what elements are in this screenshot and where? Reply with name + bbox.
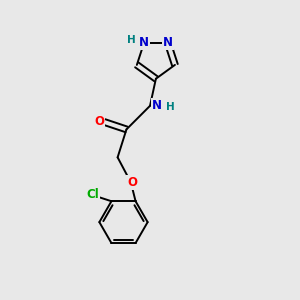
Text: N: N xyxy=(139,36,149,49)
Text: Cl: Cl xyxy=(86,188,99,201)
Text: O: O xyxy=(94,115,104,128)
Text: H: H xyxy=(166,102,175,112)
Text: O: O xyxy=(127,176,137,189)
Text: N: N xyxy=(152,99,162,112)
Text: H: H xyxy=(128,35,136,45)
Text: N: N xyxy=(163,36,173,49)
